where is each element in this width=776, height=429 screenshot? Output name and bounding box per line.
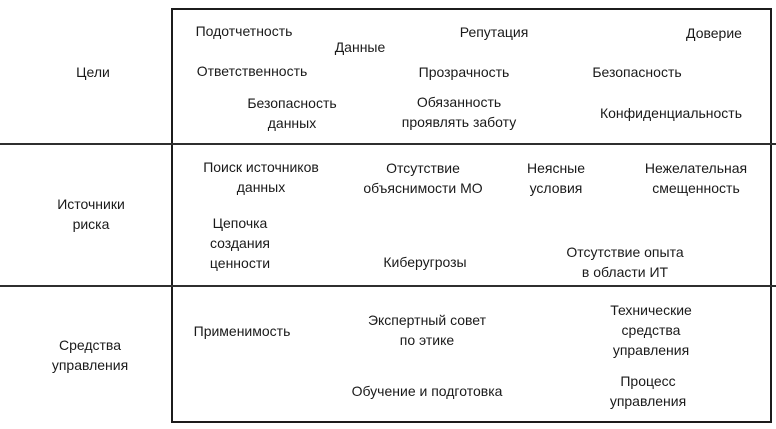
control-item-management-process: Процесс управления — [609, 373, 687, 409]
row-separator-goals-risks — [0, 143, 776, 145]
risk-item-ml-explainability: Отсутствие объяснимости МО — [363, 160, 483, 196]
goal-item-accountability: Подотчетность — [195, 23, 293, 39]
goal-item-transparency: Прозрачность — [418, 64, 510, 80]
risk-item-data-sourcing: Поиск источников данных — [203, 159, 319, 195]
goal-item-reputation: Репутация — [459, 24, 529, 40]
control-item-training: Обучение и подготовка — [351, 383, 503, 399]
row-label-controls: Средства управления — [51, 337, 129, 373]
risk-item-value-chain: Цепочка создания ценности — [209, 215, 271, 271]
goal-item-duty-of-care: Обязанность проявлять заботу — [401, 94, 517, 130]
goal-item-responsibility: Ответственность — [196, 63, 308, 79]
control-item-ethics-board: Экспертный совет по этике — [367, 312, 487, 348]
diagram-border-box — [171, 8, 772, 423]
goal-item-safety: Безопасность — [592, 64, 682, 80]
control-item-technical-controls: Технические средства управления — [610, 302, 692, 358]
row-separator-risks-controls — [0, 285, 776, 287]
control-item-applicability: Применимость — [193, 323, 291, 339]
goal-item-confidentiality: Конфиденциальность — [599, 105, 743, 121]
risk-item-unwanted-bias: Нежелательная смещенность — [644, 160, 748, 196]
row-label-risk-sources: Источники риска — [57, 196, 125, 232]
risk-item-cyberthreats: Киберугрозы — [383, 254, 467, 270]
risk-item-unclear-conditions: Неясные условия — [526, 160, 586, 196]
goal-item-trust: Доверие — [686, 25, 742, 41]
risk-item-it-experience-gap: Отсутствие опыта в области ИТ — [566, 244, 684, 280]
goal-item-data-security: Безопасность данных — [247, 95, 337, 131]
row-label-goals: Цели — [76, 64, 110, 80]
goal-item-data: Данные — [334, 39, 386, 55]
